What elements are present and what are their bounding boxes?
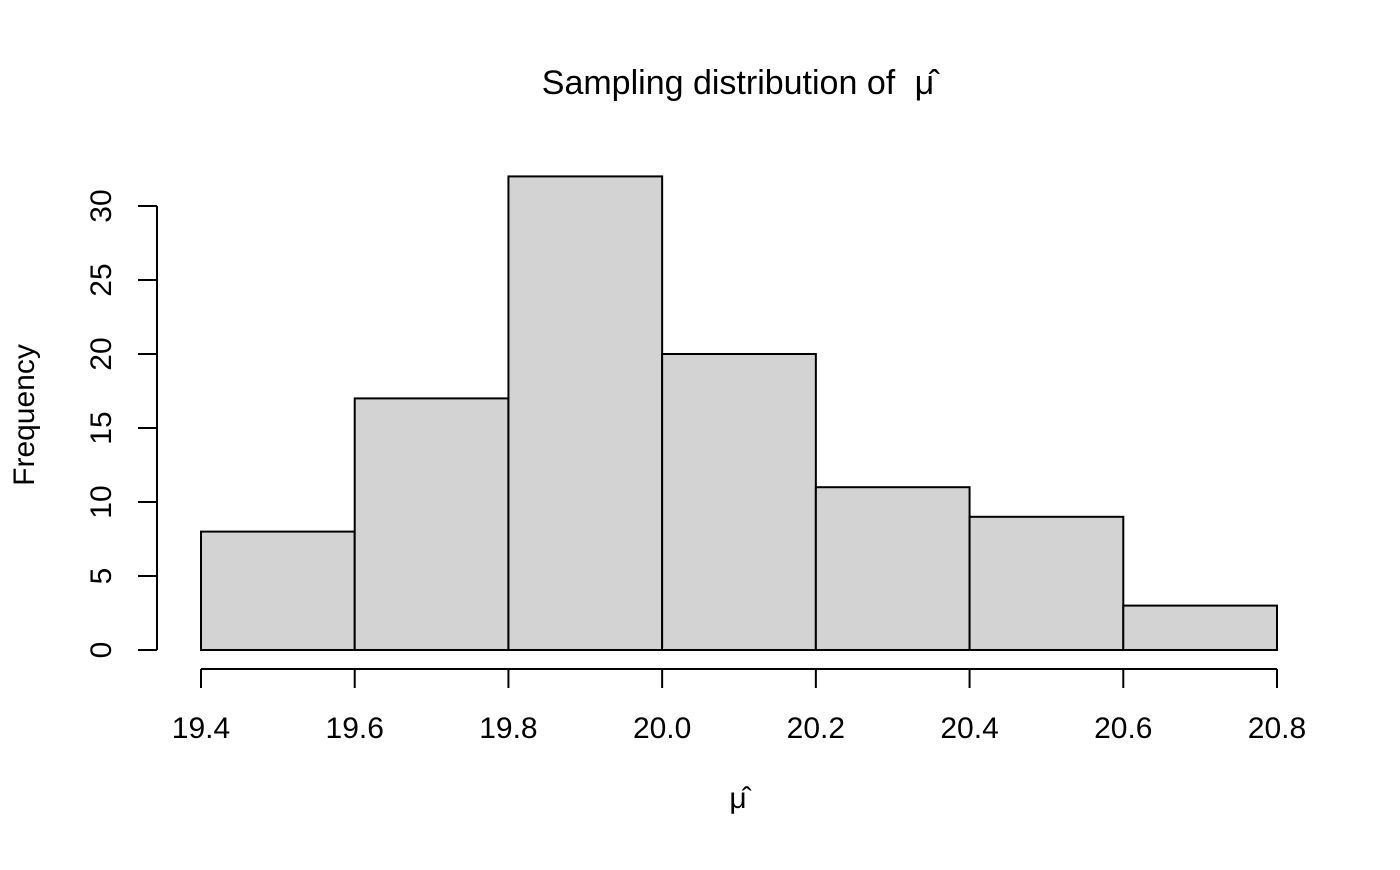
x-tick-label-4: 20.2 bbox=[787, 712, 845, 745]
x-tick-label-3: 20.0 bbox=[633, 712, 691, 745]
y-axis-label: Frequency bbox=[8, 344, 41, 486]
x-tick-label-1: 19.6 bbox=[326, 712, 384, 745]
y-tick-label-4: 20 bbox=[85, 337, 118, 370]
x-tick-label-7: 20.8 bbox=[1248, 712, 1306, 745]
chart-title: Sampling distribution of μ̂ bbox=[542, 64, 940, 102]
histogram-bars bbox=[200, 175, 1279, 652]
y-tick-label-2: 10 bbox=[85, 485, 118, 518]
x-tick-label-5: 20.4 bbox=[940, 712, 998, 745]
y-tick-label-6: 30 bbox=[85, 189, 118, 222]
histogram-bar-2 bbox=[507, 175, 664, 651]
y-axis: 0 5 10 15 20 25 30 bbox=[85, 189, 158, 659]
chart-title-prefix: Sampling distribution of bbox=[542, 64, 896, 102]
x-tick-label-0: 19.4 bbox=[172, 712, 230, 745]
histogram-bar-0 bbox=[200, 530, 356, 651]
x-axis-label: μ̂ bbox=[729, 782, 751, 815]
chart-title-symbol: μ̂ bbox=[915, 64, 941, 102]
y-tick-label-3: 15 bbox=[85, 411, 118, 444]
histogram-bar-4 bbox=[814, 486, 971, 652]
histogram-bar-6 bbox=[1122, 604, 1279, 651]
y-tick-label-0: 0 bbox=[85, 642, 118, 659]
x-tick-label-6: 20.6 bbox=[1094, 712, 1152, 745]
histogram-bar-5 bbox=[968, 515, 1125, 651]
y-tick-label-5: 25 bbox=[85, 263, 118, 296]
histogram-bar-1 bbox=[353, 397, 510, 651]
histogram-bar-3 bbox=[661, 353, 817, 651]
x-tick-label-2: 19.8 bbox=[479, 712, 537, 745]
y-tick-label-1: 5 bbox=[85, 568, 118, 585]
x-axis: 19.4 19.6 19.8 20.0 20.2 20.4 20.6 20.8 bbox=[172, 668, 1306, 745]
